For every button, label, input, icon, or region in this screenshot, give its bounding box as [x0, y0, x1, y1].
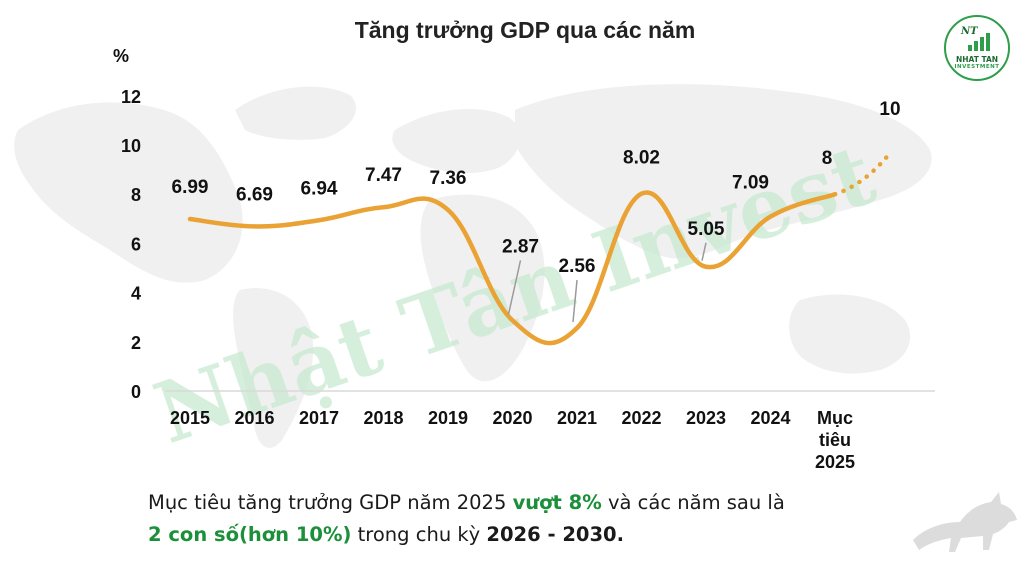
- data-labels: 6.99 6.69 6.94 7.47 7.36 2.87 2.56 8.02 5.05 7.09…: [172, 99, 901, 277]
- world-map-background: [14, 84, 932, 448]
- nhat-tan-logo: NT NHAT TAN INVESTMENT: [944, 15, 1010, 81]
- caption-highlight-1: vượt 8%: [512, 491, 602, 514]
- projection-line: [832, 150, 893, 197]
- label-leader-lines: [507, 242, 707, 323]
- bull-icon: [913, 492, 1017, 552]
- data-label: 8: [822, 148, 833, 169]
- gdp-series: [187, 150, 893, 346]
- data-label: 5.05: [688, 219, 725, 240]
- caption: Mục tiêu tăng trưởng GDP năm 2025 vượt 8…: [148, 487, 928, 551]
- data-label: 7.36: [430, 168, 467, 189]
- logo-tagline: INVESTMENT: [954, 64, 1000, 70]
- y-tick-label: 10: [121, 136, 141, 156]
- projection-label: 10: [879, 99, 900, 120]
- data-label: 7.09: [732, 173, 769, 194]
- data-label: 7.47: [365, 165, 402, 186]
- x-tick-label: 2023: [686, 408, 726, 428]
- data-label: 2.56: [559, 256, 596, 277]
- y-tick-label: 12: [121, 87, 141, 107]
- gdp-line: [187, 190, 838, 346]
- caption-highlight-3: 2026 - 2030.: [486, 523, 625, 546]
- x-tick-label: 2024: [750, 408, 790, 428]
- x-tick-label: 2019: [428, 408, 468, 428]
- leader-line: [507, 260, 522, 315]
- logo-chart-icon: [968, 33, 992, 51]
- data-label: 6.94: [301, 178, 338, 199]
- x-tick-label: 2020: [492, 408, 532, 428]
- x-tick-label: 2018: [363, 408, 403, 428]
- caption-part-1: Mục tiêu tăng trưởng GDP năm 2025: [148, 491, 513, 514]
- chart-title: Tăng trưởng GDP qua các năm: [355, 17, 696, 43]
- x-tick-label: 2021: [557, 408, 597, 428]
- data-label: 6.99: [172, 177, 209, 198]
- data-label: 8.02: [623, 148, 660, 169]
- x-axis-ticks: 2015 2016 2017 2018 2019 2020 2021 2022 2023 2024…: [170, 408, 855, 472]
- caption-part-2: và các năm sau là: [601, 491, 785, 514]
- x-tick-label: 2016: [234, 408, 274, 428]
- y-tick-label: 4: [131, 284, 141, 304]
- logo-name: NHAT TAN: [955, 55, 999, 64]
- logo-monogram: NT: [961, 26, 978, 37]
- y-tick-label: 8: [131, 185, 141, 205]
- leader-line: [701, 242, 707, 261]
- x-tick-label: 2017: [299, 408, 339, 428]
- y-axis-unit: %: [113, 46, 129, 66]
- x-tick-label: 2022: [621, 408, 661, 428]
- leader-line: [572, 279, 578, 323]
- y-tick-label: 2: [131, 333, 141, 353]
- caption-part-3: trong chu kỳ: [351, 523, 487, 546]
- y-axis-ticks: 0 2 4 6 8 10 12: [121, 87, 141, 402]
- x-tick-label: 2015: [170, 408, 210, 428]
- y-tick-label: 0: [131, 382, 141, 402]
- caption-highlight-2: 2 con số(hơn 10%): [148, 523, 352, 546]
- y-tick-label: 6: [131, 234, 141, 254]
- data-label: 2.87: [502, 236, 539, 257]
- x-tick-label: Mục tiêu 2025: [815, 408, 855, 472]
- data-label: 6.69: [236, 184, 273, 205]
